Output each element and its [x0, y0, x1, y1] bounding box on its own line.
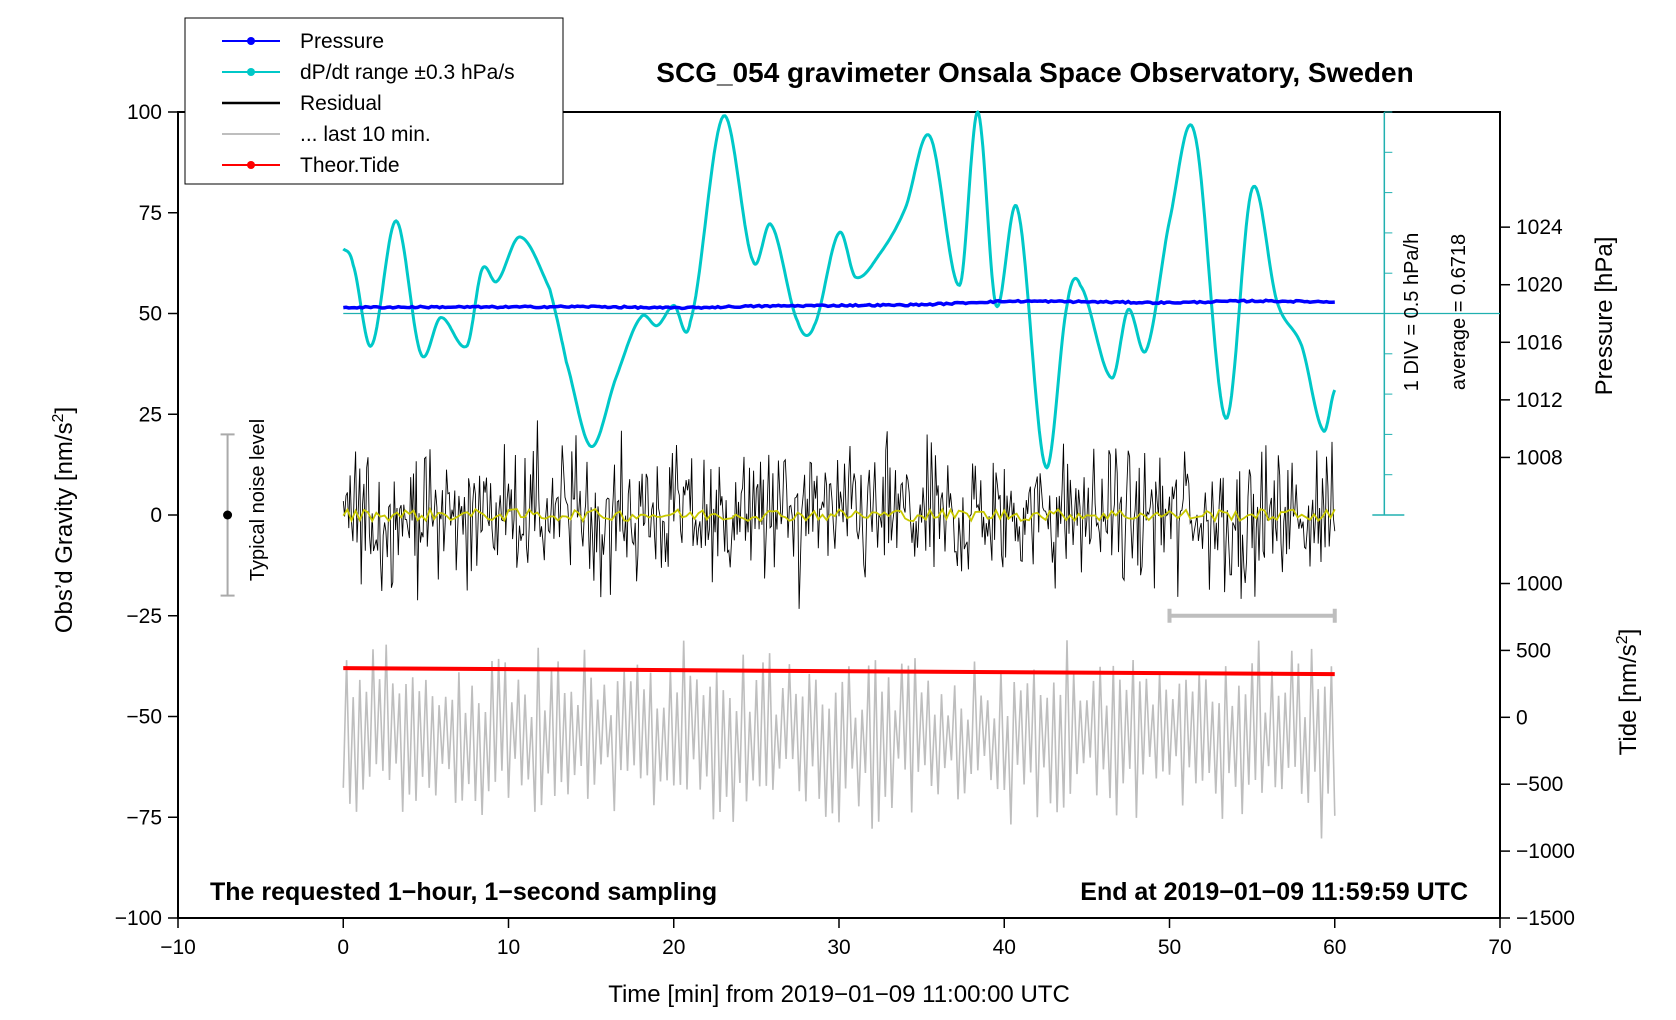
y-axis-tide-title: Tide [nm/s2] — [1614, 629, 1642, 756]
tide-tick-label: −500 — [1516, 773, 1563, 796]
x-tick-label: 50 — [1158, 936, 1181, 959]
y-tick-label: −25 — [126, 605, 162, 628]
legend-swatch-marker — [247, 68, 255, 76]
legend-label: Residual — [300, 92, 382, 115]
x-tick-label: 0 — [337, 936, 349, 959]
x-tick-label: 10 — [497, 936, 520, 959]
pressure-tick-label: 1020 — [1516, 274, 1563, 297]
legend-box — [184, 17, 564, 185]
pressure-tick-label: 1012 — [1516, 389, 1563, 412]
tide-tick-label: 0 — [1516, 706, 1528, 729]
series-last-10-min-line — [342, 640, 1336, 839]
x-tick-label: 20 — [662, 936, 685, 959]
x-tick-label: 30 — [827, 936, 850, 959]
y-tick-label: 25 — [139, 403, 162, 426]
y-axis-left: −100 −75 −50 −25 0 25 50 75 100 — [115, 101, 178, 930]
pressure-tick-label: 1016 — [1516, 331, 1563, 354]
tide-tick-label: −1000 — [1516, 840, 1575, 863]
y-tick-label: 50 — [139, 303, 162, 326]
legend-swatch-marker — [247, 161, 255, 169]
y-tick-label: 100 — [127, 101, 162, 124]
x-tick-label: 60 — [1323, 936, 1346, 959]
dpdt-scale — [343, 111, 1500, 516]
y-tick-label: −75 — [126, 806, 162, 829]
series-residual — [342, 420, 1336, 609]
legend-label: Theor.Tide — [300, 154, 400, 177]
noise-bar-center-dot — [223, 510, 233, 520]
annotation-end-time: End at 2019−01−09 11:59:59 UTC — [1080, 878, 1468, 906]
x-tick-label: 70 — [1488, 936, 1511, 959]
average-label: average = 0.6718 — [1448, 234, 1470, 390]
y-axis-tide: 1000 500 0 −500 −1000 −1500 — [1500, 573, 1575, 930]
tide-tick-label: 1000 — [1516, 573, 1563, 596]
legend-label: Pressure — [300, 30, 384, 53]
y-tick-label: −100 — [115, 907, 162, 930]
annotation-sampling: The requested 1−hour, 1−second sampling — [210, 878, 717, 906]
series-pressure — [343, 298, 1335, 311]
y-axis-pressure-title: Pressure [hPa] — [1591, 237, 1618, 396]
x-axis-title: Time [min] from 2019−01−09 11:00:00 UTC — [608, 981, 1070, 1008]
legend-swatch-marker — [247, 37, 255, 45]
series-theor-tide-line — [343, 666, 1335, 677]
y-tick-label: 0 — [150, 504, 162, 527]
x-tick-label: −10 — [160, 936, 196, 959]
series-pressure-line — [343, 298, 1335, 311]
y-tick-label: 75 — [139, 202, 162, 225]
series-dpdt — [342, 110, 1337, 470]
series-last-10-min — [342, 640, 1336, 839]
chart-title: SCG_054 gravimeter Onsala Space Observat… — [656, 57, 1413, 88]
series-theor-tide — [343, 666, 1335, 677]
y-axis-left-title: Obs’d Gravity [nm/s2] — [50, 407, 78, 633]
legend: Pressure dP/dt range ±0.3 hPa/s Residual..… — [222, 30, 515, 177]
tide-tick-label: 500 — [1516, 639, 1551, 662]
series-residual-line — [342, 420, 1336, 609]
y-axis-pressure: 1008 1012 1016 1020 1024 — [1500, 216, 1563, 469]
legend-label: ... last 10 min. — [300, 123, 431, 146]
noise-level-label: Typical noise level — [247, 419, 269, 581]
tide-tick-label: −1500 — [1516, 907, 1575, 930]
series-residual-smoothed-line — [342, 506, 1336, 524]
series-dpdt-line — [342, 110, 1337, 470]
dpdt-scale-label: 1 DIV = 0.5 hPa/h — [1401, 233, 1423, 391]
y-tick-label: −50 — [126, 706, 162, 729]
series-residual-smoothed — [342, 506, 1336, 524]
x-tick-label: 40 — [993, 936, 1016, 959]
noise-level-bar — [220, 433, 235, 597]
pressure-tick-label: 1008 — [1516, 446, 1563, 469]
pressure-tick-label: 1024 — [1516, 216, 1563, 239]
x-axis: −10 0 10 20 30 40 50 60 70 — [160, 918, 1512, 959]
last-10-min-bar — [1167, 608, 1337, 623]
legend-label: dP/dt range ±0.3 hPa/s — [300, 61, 515, 84]
